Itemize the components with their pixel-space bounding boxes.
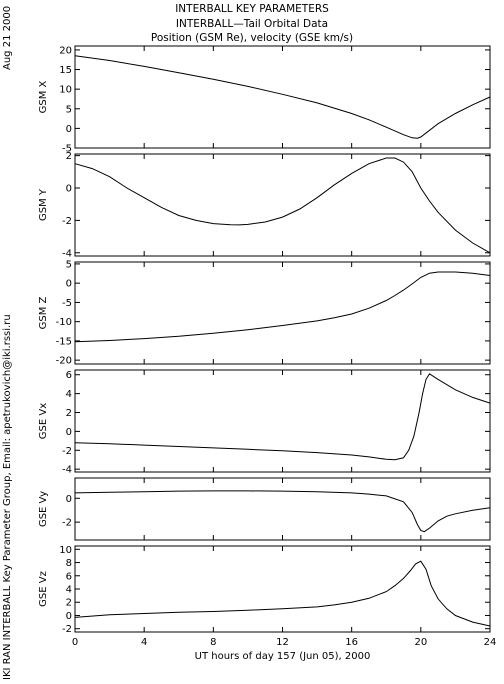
series-line [74,373,491,461]
y-tick-label: 0 [66,427,72,438]
y-tick-label: 0 [66,279,72,290]
y-tick-label: -2 [62,518,72,529]
y-axis-label: GSE Vx [38,403,49,439]
y-axis-label: GSE Vy [38,491,49,527]
series-line [74,271,491,343]
chart-title: INTERBALL KEY PARAMETERS [175,3,329,15]
x-tick-label: 20 [414,637,427,648]
y-tick-label: 6 [66,571,72,582]
x-tick-label: 16 [345,637,358,648]
x-tick-label: 24 [484,637,497,648]
y-tick-label: 10 [59,85,72,96]
y-tick-label: -5 [62,144,72,155]
y-tick-label: -15 [56,336,72,347]
series-line [74,560,491,627]
series-line [74,490,491,533]
y-tick-label: 5 [66,104,72,115]
y-tick-label: 4 [66,585,72,596]
y-tick-label: 0 [66,611,72,622]
y-tick-label: 20 [59,45,72,56]
y-tick-label: -10 [56,317,72,328]
y-tick-label: 2 [66,151,72,162]
panel-frame [74,369,491,473]
x-tick-label: 8 [210,637,216,648]
y-tick-label: -2 [62,624,72,635]
y-tick-label: 8 [66,558,72,569]
y-axis-label: GSM Z [38,296,49,329]
y-tick-label: -4 [62,465,72,476]
panel-frame [74,45,491,149]
y-tick-label: -5 [62,298,72,309]
y-axis-label: GSM Y [38,188,49,221]
y-tick-label: 6 [66,370,72,381]
panel-frame [74,261,491,365]
chart-subtitle: INTERBALL—Tail Orbital Data [175,18,329,30]
series-line [74,157,491,254]
chart-units: Position (GSM Re), velocity (GSE km/s) [150,32,354,44]
y-axis-label: GSM X [38,80,49,113]
x-tick-label: 4 [141,637,147,648]
x-tick-label: 0 [72,637,78,648]
y-tick-label: -4 [62,248,72,259]
y-tick-label: 15 [59,65,72,76]
y-tick-label: -20 [56,356,72,367]
y-axis-label: GSE Vz [38,571,49,607]
y-tick-label: 0 [66,494,72,505]
x-axis-label: UT hours of day 157 (Jun 05), 2000 [195,651,371,662]
y-tick-label: 2 [66,598,72,609]
y-tick-label: -2 [62,446,72,457]
y-tick-label: 10 [59,545,72,556]
panel-frame [74,153,491,257]
y-tick-label: 0 [66,184,72,195]
series-line [74,55,491,139]
panel-frame [74,477,491,541]
y-tick-label: -2 [62,216,72,227]
y-tick-label: 2 [66,408,72,419]
y-tick-label: 4 [66,389,72,400]
panel-frame [74,545,491,633]
y-tick-label: 5 [66,259,72,270]
x-tick-label: 12 [276,637,289,648]
y-tick-label: 0 [66,124,72,135]
